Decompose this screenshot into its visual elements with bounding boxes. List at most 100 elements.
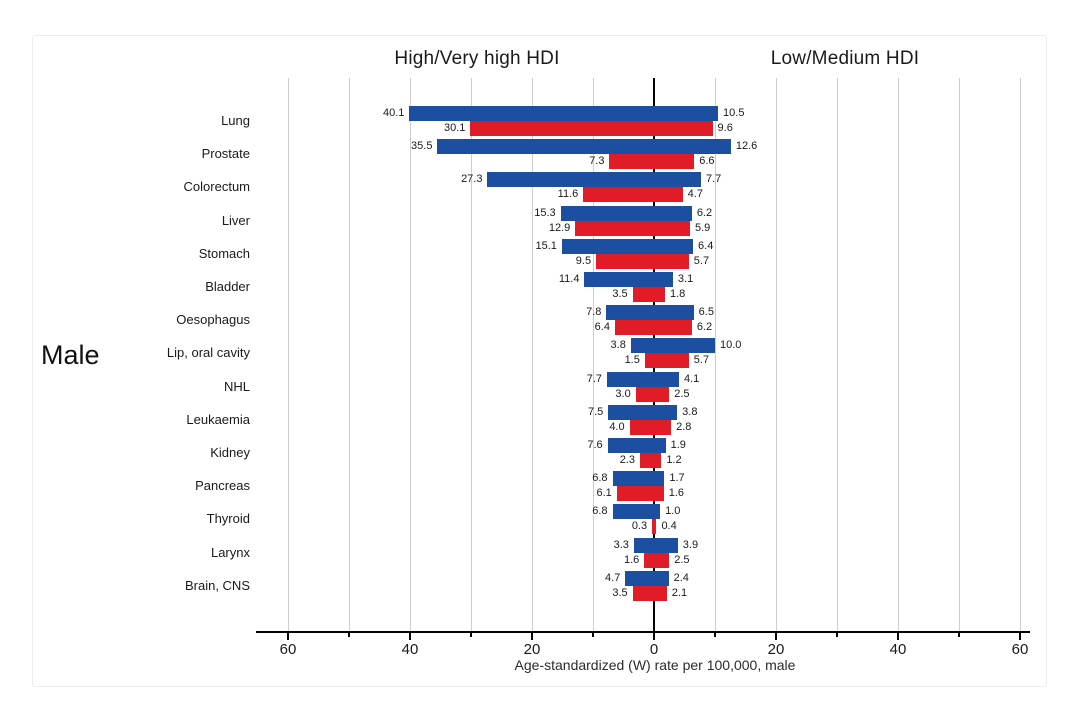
bar-high-hdi-red bbox=[652, 519, 654, 535]
bar-low-hdi-red bbox=[654, 287, 665, 302]
x-axis-title: Age-standardized (W) rate per 100,000, m… bbox=[514, 657, 796, 673]
value-label: 1.8 bbox=[669, 288, 686, 300]
bar-high-hdi-blue bbox=[607, 371, 654, 387]
x-axis-minor-tick bbox=[592, 633, 594, 637]
x-axis-major-tick bbox=[1019, 633, 1021, 640]
value-label: 15.3 bbox=[534, 206, 556, 219]
bar-low-hdi-red bbox=[654, 486, 664, 502]
gridline bbox=[409, 78, 411, 631]
bar-low-hdi-blue bbox=[654, 305, 694, 321]
value-label: 12.6 bbox=[735, 140, 758, 153]
category-label: Bladder bbox=[205, 279, 250, 294]
bar-low-hdi-blue bbox=[654, 537, 678, 553]
value-label: 3.5 bbox=[612, 288, 628, 300]
value-label: 1.9 bbox=[670, 439, 686, 451]
bar-high-hdi-red bbox=[644, 552, 654, 568]
bar-low-hdi-blue bbox=[654, 106, 719, 121]
bar-low-hdi-red bbox=[654, 154, 695, 170]
value-label: 12.9 bbox=[548, 221, 571, 234]
value-label: 6.4 bbox=[698, 239, 714, 252]
value-label: 9.6 bbox=[717, 122, 733, 134]
bar-high-hdi-red bbox=[629, 419, 654, 435]
value-label: 6.2 bbox=[696, 321, 713, 334]
value-label: 7.5 bbox=[587, 405, 604, 418]
value-label: 3.1 bbox=[677, 273, 694, 285]
bar-low-hdi-blue bbox=[654, 205, 692, 221]
bar-low-hdi-red bbox=[654, 353, 689, 369]
bar-high-hdi-red bbox=[632, 585, 654, 601]
gridline bbox=[470, 78, 472, 631]
bar-low-hdi-blue bbox=[654, 272, 673, 287]
bar-low-hdi-red bbox=[654, 220, 690, 236]
bar-high-hdi-blue bbox=[487, 172, 654, 188]
x-axis-minor-tick bbox=[348, 633, 350, 637]
value-label: 3.8 bbox=[682, 405, 698, 418]
value-label: 6.4 bbox=[594, 321, 610, 334]
bar-low-hdi-blue bbox=[654, 504, 661, 520]
value-label: 10.0 bbox=[720, 339, 742, 352]
x-axis-minor-tick bbox=[714, 633, 716, 637]
x-axis-major-tick bbox=[531, 633, 533, 640]
category-label: Lung bbox=[221, 113, 250, 128]
value-label: 6.8 bbox=[592, 505, 608, 518]
value-label: 7.7 bbox=[586, 372, 603, 385]
value-label: 1.6 bbox=[668, 487, 685, 500]
category-label: Liver bbox=[221, 212, 250, 228]
value-label: 5.7 bbox=[693, 254, 710, 267]
bar-high-hdi-red bbox=[470, 121, 654, 136]
bar-low-hdi-red bbox=[654, 419, 672, 435]
x-axis-major-tick bbox=[897, 633, 899, 640]
value-label: 6.5 bbox=[698, 306, 714, 319]
category-label: Stomach bbox=[198, 245, 250, 261]
bar-low-hdi-blue bbox=[654, 404, 678, 420]
category-label: Colorectum bbox=[183, 179, 250, 195]
gridline bbox=[775, 78, 777, 631]
bar-high-hdi-red bbox=[632, 287, 654, 302]
value-label: 1.2 bbox=[666, 454, 682, 466]
x-axis-major-tick bbox=[287, 633, 289, 640]
bar-low-hdi-red bbox=[654, 386, 670, 402]
value-label: 1.0 bbox=[665, 505, 681, 518]
value-label: 6.6 bbox=[699, 155, 715, 168]
bar-low-hdi-blue bbox=[654, 371, 679, 387]
category-label: Brain, CNS bbox=[184, 577, 250, 593]
value-label: 3.3 bbox=[613, 538, 629, 551]
x-axis-minor-tick bbox=[958, 633, 960, 637]
bar-high-hdi-red bbox=[635, 386, 654, 402]
bar-low-hdi-red bbox=[654, 585, 667, 601]
value-label: 0.3 bbox=[631, 520, 648, 533]
bar-high-hdi-blue bbox=[608, 404, 654, 420]
bar-high-hdi-blue bbox=[409, 106, 654, 121]
bar-high-hdi-blue bbox=[630, 338, 654, 354]
value-label: 2.3 bbox=[619, 454, 635, 466]
gridline bbox=[287, 78, 289, 631]
category-label: Kidney bbox=[210, 445, 250, 460]
value-label: 27.3 bbox=[461, 173, 483, 186]
x-axis-tick-label: 40 bbox=[889, 641, 907, 658]
bar-high-hdi-blue bbox=[612, 471, 654, 487]
category-label: Prostate bbox=[201, 146, 250, 162]
value-label: 11.4 bbox=[558, 273, 580, 285]
bar-high-hdi-blue bbox=[633, 537, 654, 553]
value-label: 2.8 bbox=[676, 420, 692, 433]
bar-low-hdi-blue bbox=[654, 139, 731, 155]
value-label: 6.1 bbox=[596, 487, 612, 500]
bar-high-hdi-blue bbox=[560, 205, 654, 221]
category-label: Lip, oral cavity bbox=[166, 345, 250, 361]
category-label: Pancreas bbox=[195, 478, 250, 494]
value-label: 11.6 bbox=[557, 188, 579, 201]
value-label: 6.8 bbox=[592, 472, 608, 485]
bar-low-hdi-blue bbox=[654, 338, 715, 354]
bar-high-hdi-red bbox=[639, 453, 654, 468]
value-label: 3.5 bbox=[612, 586, 628, 599]
left-panel-header: High/Very high HDI bbox=[394, 48, 560, 69]
bar-high-hdi-blue bbox=[625, 570, 654, 586]
value-label: 7.6 bbox=[587, 439, 603, 451]
bar-high-hdi-red bbox=[609, 154, 654, 170]
value-label: 35.5 bbox=[411, 140, 433, 153]
category-label: Oesophagus bbox=[176, 312, 250, 328]
bar-high-hdi-blue bbox=[606, 305, 654, 321]
value-label: 4.0 bbox=[609, 420, 625, 433]
value-label: 5.7 bbox=[693, 354, 710, 367]
